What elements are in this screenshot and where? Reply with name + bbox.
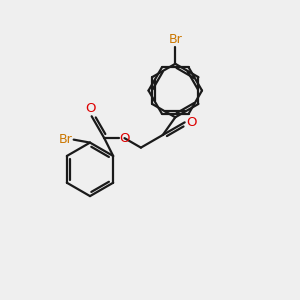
- Text: Br: Br: [168, 33, 182, 46]
- Text: Br: Br: [58, 133, 72, 146]
- Text: O: O: [186, 116, 197, 129]
- Text: O: O: [119, 132, 130, 145]
- Text: O: O: [85, 102, 95, 115]
